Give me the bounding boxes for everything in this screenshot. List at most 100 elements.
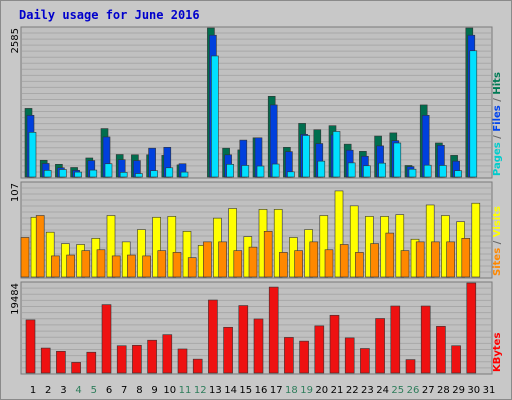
bar-pages-day-25 [393,142,402,178]
bar-visits-day-27 [425,204,435,278]
bar-pages-day-22 [347,162,356,178]
bar-pages-day-7 [119,172,128,178]
bar-pages-day-16 [256,165,265,178]
bar-sites-day-16 [248,246,258,278]
top-panel-legend: Pages / Files / Hits [492,72,503,176]
legend-visits: Visits [492,206,503,237]
x-tick-label-day-3: 3 [60,385,66,396]
bar-visits-day-17 [273,209,283,278]
bar-pages-day-4 [74,171,82,178]
x-tick-label-day-14: 14 [224,385,237,396]
bar-pages-day-28 [439,165,447,178]
bar-visits-day-11 [182,231,192,278]
bar-pages-day-29 [454,170,462,178]
x-tick-label-day-6: 6 [106,385,112,396]
bar-sites-day-19 [294,250,303,278]
x-tick-label-day-12: 12 [194,385,207,396]
x-tick-label-day-13: 13 [209,385,222,396]
bar-sites-day-13 [203,241,212,278]
bar-kbytes-day-9 [147,339,157,374]
bar-kbytes-day-17 [268,286,279,374]
middle-panel-max-label: 107 [10,183,21,202]
x-tick-label-day-30: 30 [467,385,480,396]
bar-sites-day-3 [51,255,60,278]
x-tick-label-day-19: 19 [300,385,313,396]
legend-separator: / [492,95,503,106]
x-tick-label-day-25: 25 [391,385,404,396]
bar-sites-day-6 [96,249,106,278]
bar-visits-day-14 [228,208,237,278]
bar-sites-day-29 [446,241,455,278]
bar-kbytes-day-11 [177,348,188,374]
bar-kbytes-day-29 [451,345,461,374]
chart-title: Daily usage for June 2016 [19,8,200,22]
x-tick-label-day-24: 24 [376,385,389,396]
bar-visits-day-20 [319,215,329,278]
middle-panel-legend: Sites / Visits [492,206,503,276]
bar-pages-day-6 [104,163,113,178]
bar-kbytes-day-19 [299,340,309,374]
bar-pages-day-20 [317,160,326,178]
legend-hits: Hits [492,72,503,95]
x-tick-label-day-27: 27 [422,385,435,396]
bar-sites-day-15 [233,250,243,278]
legend-sites: Sites [492,248,503,276]
bar-sites-day-26 [400,250,410,278]
bar-kbytes-day-8 [132,344,142,374]
bar-pages-day-19 [302,135,310,178]
bar-sites-day-30 [461,238,471,278]
bar-pages-day-15 [241,165,250,178]
bar-kbytes-day-25 [390,305,401,374]
bar-sites-day-8 [127,254,136,278]
x-tick-label-day-7: 7 [121,385,127,396]
bar-kbytes-day-28 [436,326,446,374]
bar-visits-day-8 [137,229,146,278]
bar-kbytes-day-6 [101,304,112,374]
x-tick-label-day-16: 16 [255,385,268,396]
x-tick-label-day-10: 10 [163,385,176,396]
bar-pages-day-8 [135,173,143,178]
x-tick-label-day-4: 4 [75,385,81,396]
bar-kbytes-day-18 [284,337,294,374]
top-panel-max-label: 2585 [10,28,21,53]
bar-sites-day-1 [20,237,30,278]
x-tick-label-day-1: 1 [30,385,36,396]
bar-sites-day-5 [81,250,91,278]
bar-sites-day-25 [385,232,395,278]
bar-sites-day-9 [142,255,151,278]
bar-pages-day-24 [378,162,386,178]
bar-sites-day-18 [279,252,288,278]
legend-pages: Pages [492,142,503,176]
bottom-panel-max-label: 19484 [10,283,21,315]
bar-pages-day-9 [150,170,158,178]
bar-kbytes-day-15 [238,305,249,374]
bar-kbytes-day-13 [208,299,218,374]
bar-kbytes-day-27 [420,305,431,374]
bar-pages-day-23 [363,165,371,178]
bar-pages-day-11 [180,171,189,178]
bar-kbytes-day-30 [466,282,477,374]
x-tick-label-day-23: 23 [361,385,374,396]
x-tick-label-day-22: 22 [346,385,359,396]
bar-sites-day-24 [370,243,379,278]
x-tick-label-day-15: 15 [239,385,252,396]
bar-visits-day-21 [334,190,344,278]
bar-pages-day-21 [332,131,341,178]
bar-kbytes-day-12 [192,358,203,374]
x-tick-label-day-18: 18 [285,385,298,396]
bar-kbytes-day-14 [223,326,233,374]
bar-pages-day-27 [423,164,432,178]
bar-visits-day-30 [471,202,481,278]
x-tick-label-day-9: 9 [151,385,157,396]
bottom-panel: 19484 KBytes [10,281,503,375]
bar-visits-day-25 [395,214,405,278]
top-panel: 2585 Pages / Files / Hits [10,26,503,179]
bar-visits-day-9 [152,216,161,278]
x-tick-label-day-28: 28 [437,385,450,396]
bar-pages-day-13 [211,55,219,178]
bar-pages-day-2 [43,170,52,178]
bar-visits-day-6 [106,215,116,278]
middle-panel: 107 Sites / Visits [10,181,503,279]
x-tick-label-day-21: 21 [331,385,344,396]
